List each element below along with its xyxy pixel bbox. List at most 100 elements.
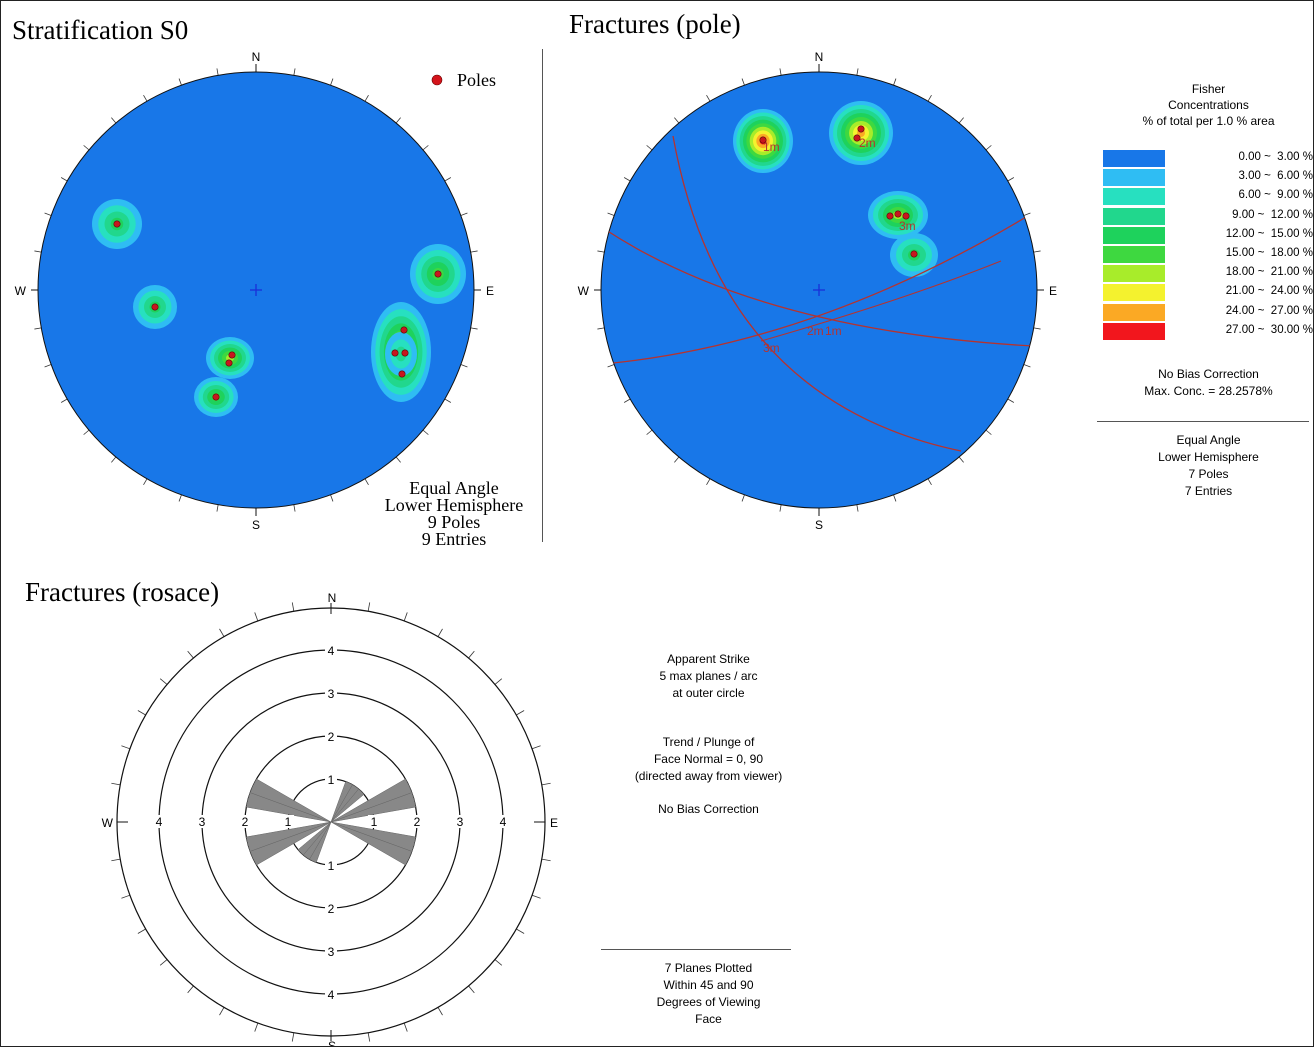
net-tick (60, 177, 68, 182)
rose-bias-note: No Bias Correction (658, 802, 759, 816)
pole-marker (894, 210, 902, 218)
rose-ring-label: 4 (500, 815, 507, 829)
frac-dir-s: S (815, 518, 823, 532)
rose-ring-label: 1 (328, 859, 335, 873)
great-circle-1 (605, 229, 1034, 347)
ring-label-bg (196, 815, 208, 828)
net-tick (216, 504, 219, 512)
frac-dir-e: E (1049, 284, 1057, 298)
rose-note-line: Degrees of Viewing (656, 995, 761, 1009)
pole-marker (910, 250, 918, 258)
rose-note-line: Face (695, 1012, 722, 1026)
pole-marker (151, 303, 159, 311)
net-tick (646, 429, 653, 435)
legend-class-label: 3.00 ~ 6.00 % (1238, 170, 1314, 183)
legend-swatch (1103, 246, 1165, 263)
net-tick (159, 678, 168, 685)
fracture-net-ticks (597, 68, 1041, 512)
fisher-legend-notes: No Bias Correction Max. Conc. = 28.2578% (1111, 366, 1306, 400)
net-tick (159, 959, 168, 966)
rose-ring-label: 4 (328, 644, 335, 658)
strat-info-line: Equal Angle (409, 478, 499, 498)
rose-petal (297, 821, 332, 856)
rose-outer-ticks (111, 602, 551, 1042)
net-tick (291, 1032, 295, 1042)
net-tick (531, 745, 541, 750)
pole-marker (212, 393, 220, 401)
ring-label-bg (368, 815, 380, 828)
net-tick (121, 745, 131, 750)
legend-class-label: 27.00 ~ 30.00 % (1225, 323, 1313, 336)
net-tick (219, 628, 225, 637)
legend-swatch (1103, 207, 1165, 225)
rose-ring-label: 3 (328, 687, 335, 701)
legend-swatch (1103, 169, 1165, 187)
legend-divider (1097, 421, 1309, 422)
net-tick (137, 710, 146, 716)
stratification-stereonet: N S W E Poles (15, 50, 496, 532)
net-tick (137, 928, 146, 934)
net-tick (422, 429, 429, 435)
rose-trend-note: Trend / Plunge of Face Normal = 0, 90 (d… (611, 734, 806, 785)
net-tick (927, 478, 932, 486)
ring-label-bg (325, 859, 337, 872)
fracture-great-circles (605, 135, 1034, 452)
legend-swatch (1103, 226, 1165, 244)
rosace-title: Fractures (rosace) (25, 577, 220, 607)
rose-ring-label: 1 (328, 773, 335, 787)
ring-label-bg (325, 988, 337, 1001)
rose-note-line: Within 45 and 90 (663, 978, 754, 992)
rose-ring-label: 4 (156, 815, 163, 829)
rose-ring-label: 2 (414, 815, 421, 829)
pole-marker (434, 270, 442, 278)
legend-swatch (1103, 265, 1165, 283)
net-tick (367, 602, 371, 612)
legend-swatch (1103, 150, 1165, 167)
net-tick (985, 145, 992, 151)
net-tick (1033, 250, 1041, 253)
net-tick (674, 117, 680, 124)
rose-note-line: Trend / Plunge of (662, 735, 755, 749)
frac-dir-n: N (815, 50, 824, 64)
set-label: 2m (859, 136, 876, 150)
net-tick (468, 650, 475, 659)
rose-petal (330, 821, 413, 866)
net-tick (460, 364, 468, 368)
net-tick (444, 398, 452, 403)
net-tick (367, 1032, 371, 1042)
net-tick (178, 78, 182, 86)
rose-ring-label: 2 (328, 730, 335, 744)
rose-petals (246, 778, 416, 866)
net-tick (607, 364, 615, 368)
rose-ring-label: 2 (242, 815, 249, 829)
legend-class-row: 15.00 ~ 18.00 % (1103, 245, 1313, 263)
net-tick (111, 858, 121, 862)
rose-diagram: 1 1 1 1 2 2 2 2 3 3 3 3 4 4 4 4 N S W E (102, 591, 558, 1047)
net-tick (330, 494, 334, 502)
legend-max-conc: Max. Conc. = 28.2578% (1144, 384, 1273, 398)
rose-strike-note: Apparent Strike 5 max planes / arc at ou… (611, 651, 806, 702)
strat-dir-e: E (486, 284, 494, 298)
net-tick (293, 504, 296, 512)
stratification-poles (113, 220, 442, 401)
net-tick (646, 145, 653, 151)
net-tick (541, 858, 551, 862)
net-tick (187, 650, 194, 659)
net-tick (856, 68, 859, 76)
net-tick (741, 78, 745, 86)
fisher-legend-title: Fisher Concentrations % of total per 1.0… (1111, 81, 1306, 129)
net-tick (111, 782, 121, 786)
net-tick (927, 94, 932, 102)
rose-ring-labels: 1 1 1 1 2 2 2 2 3 3 3 3 4 4 4 4 (153, 644, 509, 1002)
legend-title-line: Concentrations (1168, 98, 1249, 112)
net-tick (741, 494, 745, 502)
rose-dir-s: S (328, 1039, 336, 1047)
net-tick (403, 612, 408, 622)
ring-label-bg (325, 730, 337, 743)
net-tick (219, 1007, 225, 1016)
net-tick (597, 250, 605, 253)
set-label: 1m (825, 324, 842, 338)
legend-class-row: 21.00 ~ 24.00 % (1103, 283, 1313, 302)
stratification-info: Equal Angle Lower Hemisphere 9 Poles 9 E… (371, 478, 537, 549)
strat-info-line: 9 Entries (421, 529, 487, 549)
